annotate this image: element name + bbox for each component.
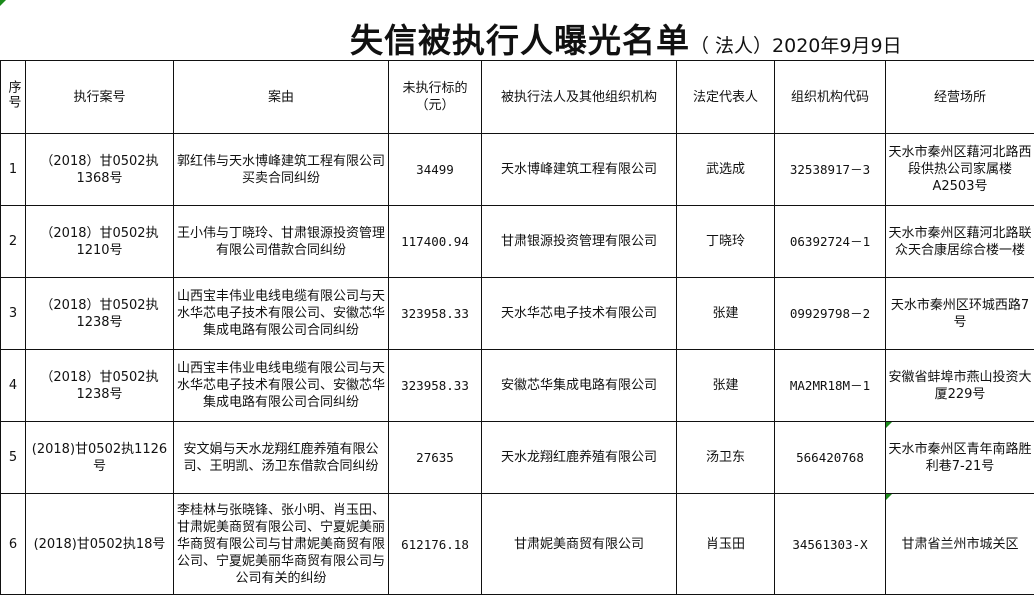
cell-case-no[interactable]: （2018）甘0502执1238号 — [26, 278, 174, 350]
cell-org-code[interactable]: 34561303-X — [775, 494, 886, 595]
table-row: 3（2018）甘0502执1238号山西宝丰伟业电线电缆有限公司与天水华芯电子技… — [1, 278, 1034, 350]
header-org-code[interactable]: 组织机构代码 — [775, 61, 886, 134]
cell-cause[interactable]: 山西宝丰伟业电线电缆有限公司与天水华芯电子技术有限公司、安徽芯华集成电路有限公司… — [174, 278, 389, 350]
header-cause[interactable]: 案由 — [174, 61, 389, 134]
cell-case-no[interactable]: （2018）甘0502执1210号 — [26, 206, 174, 278]
cell-comment-marker — [886, 422, 892, 428]
header-address[interactable]: 经营场所 — [886, 61, 1034, 134]
title-row: 失信被执行人曝光名单（ 法人）2020年9月9日 — [0, 0, 1034, 61]
cell-cause[interactable]: 山西宝丰伟业电线电缆有限公司与天水华芯电子技术有限公司、安徽芯华集成电路有限公司… — [174, 350, 389, 422]
cell-cause[interactable]: 安文娟与天水龙翔红鹿养殖有限公司、王明凯、汤卫东借款合同纠纷 — [174, 422, 389, 494]
cell-comment-marker — [886, 494, 892, 500]
header-amount[interactable]: 未执行标的（元） — [389, 61, 482, 134]
header-rep[interactable]: 法定代表人 — [677, 61, 775, 134]
cell-cause[interactable]: 王小伟与丁晓玲、甘肃银源投资管理有限公司借款合同纠纷 — [174, 206, 389, 278]
cell-case-no[interactable]: （2018）甘0502执1368号 — [26, 134, 174, 206]
cell-org-code[interactable]: 566420768 — [775, 422, 886, 494]
cell-amount[interactable]: 27635 — [389, 422, 482, 494]
cell-rep[interactable]: 武选成 — [677, 134, 775, 206]
cell-amount[interactable]: 117400.94 — [389, 206, 482, 278]
cell-seq[interactable]: 5 — [1, 422, 26, 494]
cell-address[interactable]: 甘肃省兰州市城关区 — [886, 494, 1034, 595]
header-row: 序号 执行案号 案由 未执行标的（元） 被执行法人及其他组织机构 法定代表人 组… — [1, 61, 1034, 134]
cell-org-code[interactable]: MA2MR18M－1 — [775, 350, 886, 422]
cell-address[interactable]: 天水市秦州区青年南路胜利巷7-21号 — [886, 422, 1034, 494]
table-row: 1（2018）甘0502执1368号郭红伟与天水博峰建筑工程有限公司买卖合同纠纷… — [1, 134, 1034, 206]
cell-seq[interactable]: 1 — [1, 134, 26, 206]
cell-cause[interactable]: 郭红伟与天水博峰建筑工程有限公司买卖合同纠纷 — [174, 134, 389, 206]
cell-amount[interactable]: 323958.33 — [389, 278, 482, 350]
header-seq[interactable]: 序号 — [1, 61, 26, 134]
cell-entity[interactable]: 天水龙翔红鹿养殖有限公司 — [482, 422, 677, 494]
cell-entity[interactable]: 甘肃妮美商贸有限公司 — [482, 494, 677, 595]
header-entity[interactable]: 被执行法人及其他组织机构 — [482, 61, 677, 134]
cell-org-code[interactable]: 06392724－1 — [775, 206, 886, 278]
cell-rep[interactable]: 汤卫东 — [677, 422, 775, 494]
cell-rep[interactable]: 丁晓玲 — [677, 206, 775, 278]
header-case-no[interactable]: 执行案号 — [26, 61, 174, 134]
cell-amount[interactable]: 323958.33 — [389, 350, 482, 422]
cell-address[interactable]: 安徽省蚌埠市燕山投资大厦229号 — [886, 350, 1034, 422]
sheet-title: 失信被执行人曝光名单（ 法人）2020年9月9日 — [350, 14, 902, 62]
cell-rep[interactable]: 张建 — [677, 350, 775, 422]
cell-seq[interactable]: 6 — [1, 494, 26, 595]
cell-case-no[interactable]: （2018）甘0502执1238号 — [26, 350, 174, 422]
title-subtitle: （ 法人）2020年9月9日 — [690, 35, 902, 57]
cell-seq[interactable]: 2 — [1, 206, 26, 278]
cell-seq[interactable]: 4 — [1, 350, 26, 422]
table-row: 4（2018）甘0502执1238号山西宝丰伟业电线电缆有限公司与天水华芯电子技… — [1, 350, 1034, 422]
cell-entity[interactable]: 安徽芯华集成电路有限公司 — [482, 350, 677, 422]
cell-address[interactable]: 天水市秦州区藉河北路联众天合康居综合楼一楼 — [886, 206, 1034, 278]
cell-org-code[interactable]: 32538917－3 — [775, 134, 886, 206]
cell-amount[interactable]: 612176.18 — [389, 494, 482, 595]
cell-entity[interactable]: 天水华芯电子技术有限公司 — [482, 278, 677, 350]
cell-amount[interactable]: 34499 — [389, 134, 482, 206]
cell-entity[interactable]: 甘肃银源投资管理有限公司 — [482, 206, 677, 278]
cell-org-code[interactable]: 09929798－2 — [775, 278, 886, 350]
cell-rep[interactable]: 张建 — [677, 278, 775, 350]
cell-case-no[interactable]: (2018)甘0502执18号 — [26, 494, 174, 595]
cell-entity[interactable]: 天水博峰建筑工程有限公司 — [482, 134, 677, 206]
cell-cause[interactable]: 李桂林与张晓锋、张小明、肖玉田、甘肃妮美商贸有限公司、宁夏妮美丽华商贸有限公司与… — [174, 494, 389, 595]
cell-address[interactable]: 天水市秦州区藉河北路西段供热公司家属楼A2503号 — [886, 134, 1034, 206]
cell-seq[interactable]: 3 — [1, 278, 26, 350]
cell-address[interactable]: 天水市秦州区环城西路7号 — [886, 278, 1034, 350]
table-row: 5(2018)甘0502执1126号安文娟与天水龙翔红鹿养殖有限公司、王明凯、汤… — [1, 422, 1034, 494]
header-label: 序号 — [5, 80, 22, 110]
table-row: 2（2018）甘0502执1210号王小伟与丁晓玲、甘肃银源投资管理有限公司借款… — [1, 206, 1034, 278]
cell-case-no[interactable]: (2018)甘0502执1126号 — [26, 422, 174, 494]
table-row: 6(2018)甘0502执18号李桂林与张晓锋、张小明、肖玉田、甘肃妮美商贸有限… — [1, 494, 1034, 595]
cell-rep[interactable]: 肖玉田 — [677, 494, 775, 595]
title-main: 失信被执行人曝光名单 — [350, 21, 690, 60]
blacklist-table: 序号 执行案号 案由 未执行标的（元） 被执行法人及其他组织机构 法定代表人 组… — [0, 60, 1034, 595]
